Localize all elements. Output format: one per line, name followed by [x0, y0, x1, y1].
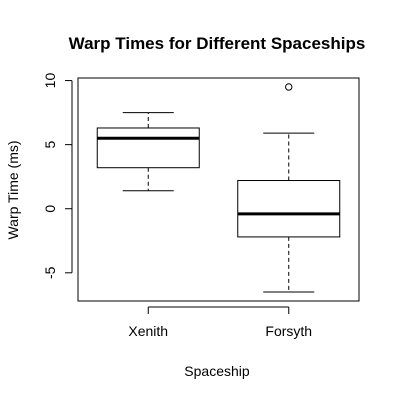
boxes: [96, 83, 341, 293]
box-xenith: [96, 112, 200, 192]
x-tick-label: Xenith: [128, 323, 168, 339]
outlier-point: [285, 83, 293, 91]
y-tick-label: 5: [42, 141, 58, 149]
box-forsyth: [237, 83, 341, 293]
iqr-box: [237, 180, 341, 238]
x-axis: Xenith Forsyth: [128, 306, 312, 339]
y-tick-label: 0: [42, 205, 58, 213]
x-tick-label: Forsyth: [265, 323, 312, 339]
y-tick-label: 10: [42, 73, 58, 89]
iqr-box: [96, 127, 200, 169]
y-axis: -5 0 5 10: [42, 73, 73, 279]
chart-title: Warp Times for Different Spaceships: [69, 34, 366, 53]
x-axis-label: Spaceship: [184, 363, 250, 379]
plot-frame: [77, 77, 360, 302]
y-tick-label: -5: [42, 266, 58, 279]
y-axis-label: Warp Time (ms): [5, 140, 21, 239]
